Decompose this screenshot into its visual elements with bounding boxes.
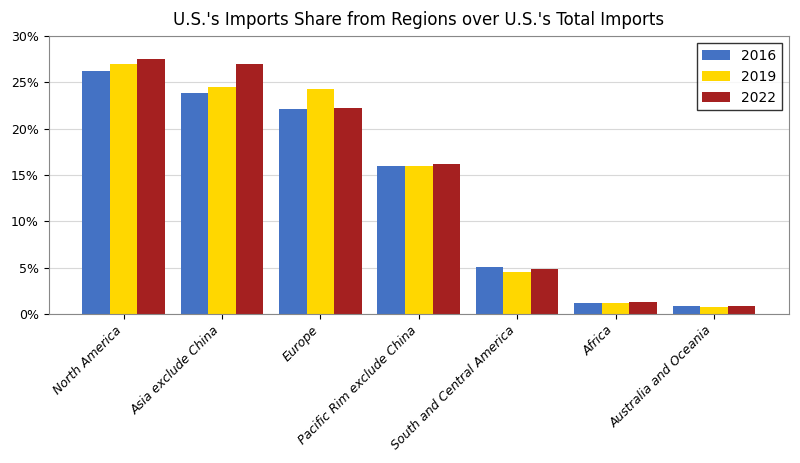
Legend: 2016, 2019, 2022: 2016, 2019, 2022 bbox=[697, 43, 782, 110]
Bar bbox=[208, 87, 236, 314]
Bar bbox=[405, 166, 433, 314]
Bar bbox=[673, 307, 700, 314]
Bar bbox=[181, 93, 208, 314]
Bar bbox=[236, 64, 263, 314]
Bar bbox=[82, 71, 110, 314]
Bar bbox=[110, 64, 138, 314]
Bar bbox=[279, 109, 306, 314]
Bar bbox=[433, 164, 460, 314]
Bar bbox=[630, 302, 657, 314]
Bar bbox=[306, 89, 334, 314]
Title: U.S.'s Imports Share from Regions over U.S.'s Total Imports: U.S.'s Imports Share from Regions over U… bbox=[174, 11, 664, 29]
Bar bbox=[476, 267, 503, 314]
Bar bbox=[700, 307, 728, 314]
Bar bbox=[574, 303, 602, 314]
Bar bbox=[602, 303, 630, 314]
Bar bbox=[138, 59, 165, 314]
Bar bbox=[378, 166, 405, 314]
Bar bbox=[728, 307, 755, 314]
Bar bbox=[503, 272, 531, 314]
Bar bbox=[334, 108, 362, 314]
Bar bbox=[531, 269, 558, 314]
